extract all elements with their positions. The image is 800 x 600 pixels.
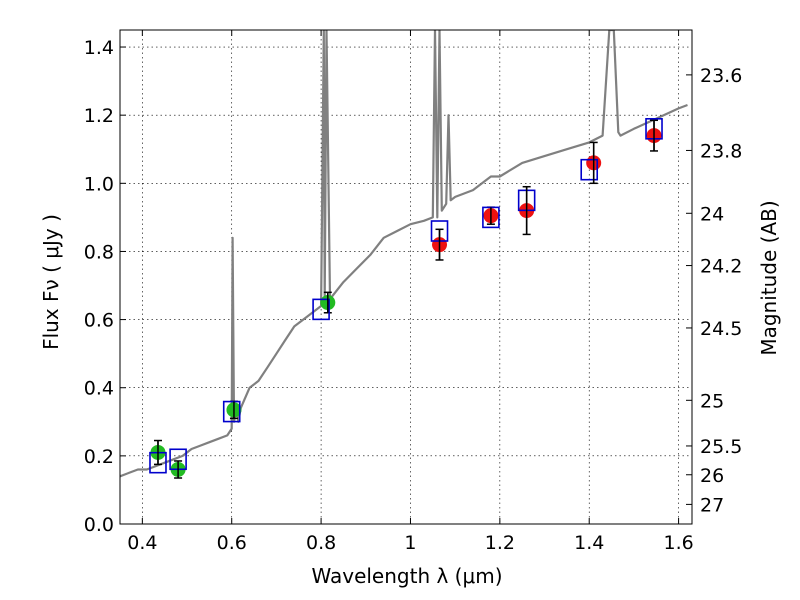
x-tick-label: 0.4 [127, 532, 157, 554]
y-tick-label: 1.2 [84, 105, 114, 127]
x-tick-label: 0.8 [306, 532, 336, 554]
plot-area [120, 30, 688, 479]
x-tick-label: 1.4 [574, 532, 604, 554]
y2-tick-label: 24 [700, 203, 724, 225]
y2-axis-label: Magnitude (AB) [757, 200, 781, 355]
y-tick-label: 1.0 [84, 173, 114, 195]
y2-tick-label: 23.6 [700, 65, 742, 87]
y2-tick-label: 27 [700, 494, 724, 516]
y-tick-label: 0.0 [84, 514, 114, 536]
y2-tick-label: 24.2 [700, 256, 742, 278]
y-tick-label: 0.4 [84, 378, 114, 400]
y-tick-label: 0.6 [84, 310, 114, 332]
y2-tick-label: 26 [700, 465, 724, 487]
model-spectrum-line [120, 30, 688, 478]
model-band-square [222, 400, 241, 423]
model-band-square [580, 158, 599, 181]
x-axis-label: Wavelength λ (μm) [311, 564, 502, 588]
y-tick-label: 1.4 [84, 37, 114, 59]
x-tick-label: 1.6 [663, 532, 693, 554]
y-axis-label: Flux Fν ( μJy ) [39, 214, 63, 350]
y2-tick-label: 23.8 [700, 140, 742, 162]
x-axis: 0.4 0.6 0.8 1 1.2 1.4 1.6 [127, 30, 694, 554]
y-axis: 0.0 0.2 0.4 0.6 0.8 1.0 1.2 1.4 [84, 37, 126, 536]
x-tick-label: 0.6 [217, 532, 247, 554]
x-tick-label: 1.2 [485, 532, 515, 554]
x-tick-label: 1 [404, 532, 416, 554]
y-tick-label: 0.2 [84, 446, 114, 468]
y2-tick-label: 25.5 [700, 436, 742, 458]
plot-frame [119, 29, 693, 525]
y2-axis: 23.6 23.8 24 24.2 24.5 25 25.5 26 27 [686, 65, 742, 516]
y-tick-label: 0.8 [84, 241, 114, 263]
model-band-square [312, 298, 330, 321]
y2-tick-label: 24.5 [700, 318, 742, 340]
y2-tick-label: 25 [700, 390, 724, 412]
